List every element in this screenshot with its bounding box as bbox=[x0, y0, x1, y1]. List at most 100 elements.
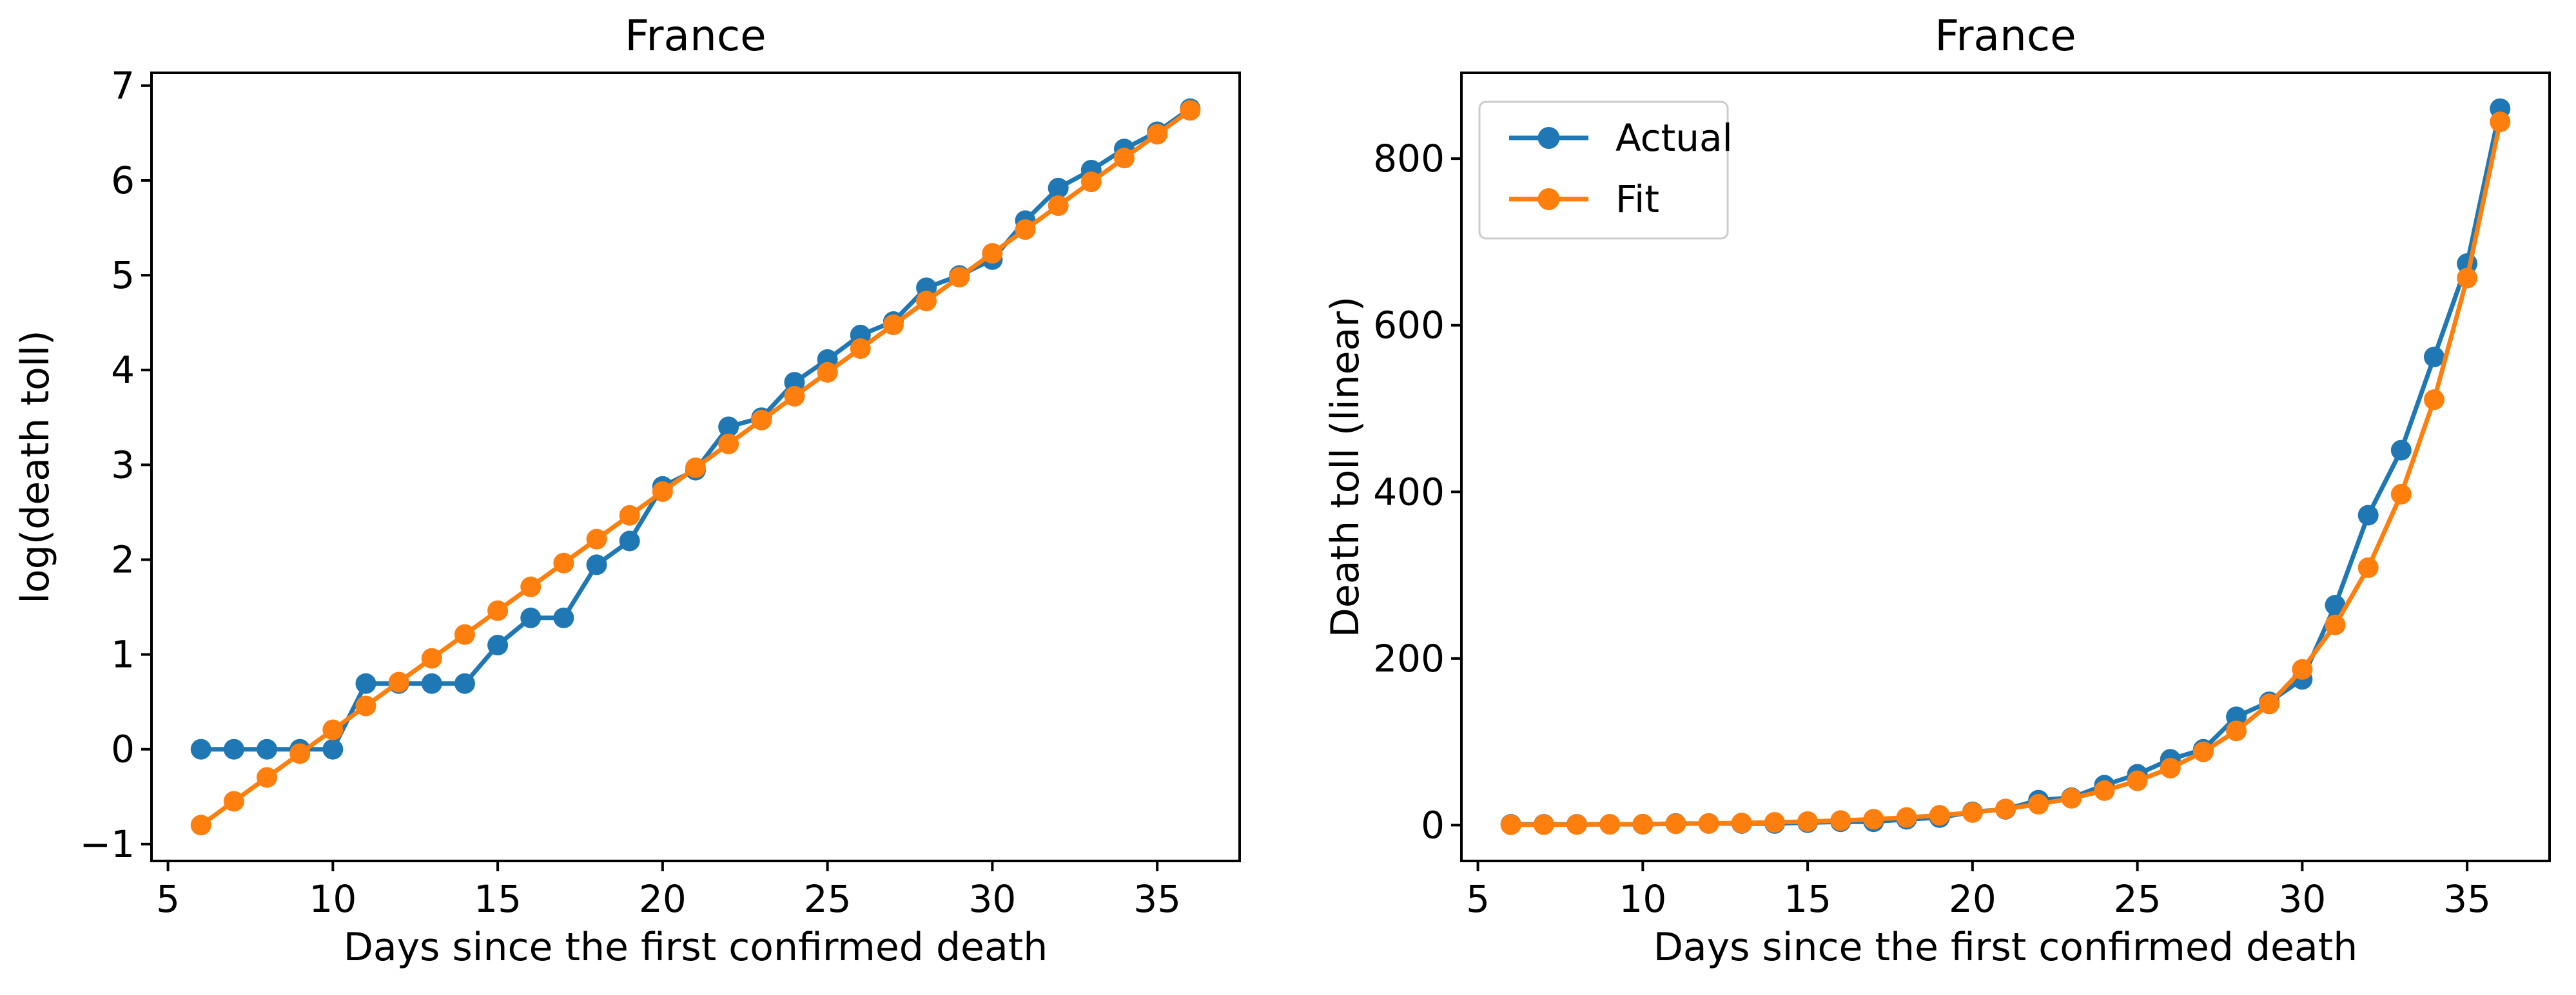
fit-marker bbox=[817, 362, 838, 383]
x-tick-label: 20 bbox=[1949, 877, 1996, 921]
legend-fit-marker-icon bbox=[1537, 188, 1560, 210]
actual-marker bbox=[619, 530, 640, 552]
fit-marker bbox=[2127, 770, 2148, 791]
fit-marker bbox=[355, 695, 376, 717]
fit-marker bbox=[553, 552, 574, 574]
fit-marker bbox=[1830, 810, 1851, 831]
x-tick-label: 25 bbox=[804, 877, 852, 921]
fit-marker bbox=[2390, 483, 2412, 505]
fit-marker bbox=[1015, 219, 1036, 240]
fit-marker bbox=[1147, 124, 1168, 145]
fit-marker bbox=[1048, 195, 1069, 217]
legend-actual-marker-icon bbox=[1537, 127, 1560, 149]
fit-marker bbox=[257, 767, 278, 788]
actual-marker bbox=[355, 673, 376, 694]
chart-title: France bbox=[625, 11, 766, 61]
fit-marker bbox=[487, 600, 509, 621]
x-tick-label: 15 bbox=[474, 877, 522, 921]
x-tick-label: 30 bbox=[2278, 877, 2326, 921]
fit-marker bbox=[1896, 807, 1917, 828]
y-tick-label: 0 bbox=[1421, 803, 1445, 847]
fit-marker bbox=[1500, 814, 1521, 835]
y-tick-label: 7 bbox=[111, 64, 135, 108]
fit-marker bbox=[454, 624, 475, 645]
fit-marker bbox=[322, 719, 344, 740]
fit-marker bbox=[1764, 812, 1785, 833]
x-tick-label: 35 bbox=[2443, 877, 2491, 921]
fit-marker bbox=[1533, 814, 1554, 835]
fit-marker bbox=[2061, 787, 2082, 809]
fit-marker bbox=[1995, 798, 2016, 820]
fit-marker bbox=[1599, 814, 1621, 835]
legend-label-actual: Actual bbox=[1615, 116, 1733, 160]
fit-marker bbox=[520, 576, 542, 597]
fit-marker bbox=[1731, 813, 1752, 834]
actual-marker bbox=[2390, 440, 2412, 461]
actual-marker bbox=[487, 635, 509, 656]
y-tick-label: 2 bbox=[111, 537, 135, 581]
fit-marker bbox=[223, 791, 244, 812]
fit-marker bbox=[2160, 757, 2181, 778]
y-tick-label: 6 bbox=[111, 159, 135, 202]
fit-marker bbox=[586, 528, 607, 550]
actual-marker bbox=[553, 607, 574, 628]
fit-marker bbox=[619, 505, 640, 526]
y-tick-label: 0 bbox=[111, 728, 135, 771]
x-tick-label: 25 bbox=[2114, 877, 2161, 921]
fit-marker bbox=[2226, 720, 2247, 742]
x-tick-label: 20 bbox=[639, 877, 687, 921]
actual-marker bbox=[2357, 505, 2379, 526]
fit-marker bbox=[751, 409, 772, 430]
fit-marker bbox=[916, 291, 937, 312]
fit-marker bbox=[2192, 741, 2214, 762]
fit-marker bbox=[1698, 813, 1719, 834]
x-tick-label: 10 bbox=[1619, 877, 1666, 921]
chart-linear: 5 10 15 20 25 30 35 0 200 400 600 800 France Days sin… bbox=[1323, 11, 2551, 970]
legend: Actual Fit bbox=[1478, 101, 1733, 240]
x-tick-label: 35 bbox=[1133, 877, 1181, 921]
actual-marker bbox=[421, 673, 442, 694]
y-tick-label: 800 bbox=[1373, 137, 1445, 180]
legend-label-fit: Fit bbox=[1615, 177, 1659, 221]
fit-marker bbox=[949, 267, 970, 288]
y-axis-label: Death toll (linear) bbox=[1323, 296, 1368, 638]
y-tick-label: 600 bbox=[1373, 304, 1445, 347]
chart-log: 5 10 15 20 25 30 35 −1 0 1 2 3 4 5 6 7 France Days since … bbox=[13, 11, 1241, 970]
y-axis-label: log(death toll) bbox=[13, 330, 58, 603]
fit-marker bbox=[784, 385, 805, 407]
x-tick-label: 5 bbox=[1466, 877, 1490, 921]
fit-marker bbox=[1180, 100, 1201, 121]
fit-marker bbox=[2325, 614, 2346, 635]
fit-marker bbox=[289, 743, 311, 764]
actual-marker bbox=[190, 739, 211, 760]
fit-marker bbox=[685, 457, 706, 478]
actual-series-line bbox=[200, 106, 1192, 752]
fit-marker bbox=[982, 243, 1003, 264]
fit-marker bbox=[850, 338, 871, 359]
plot-spine bbox=[150, 72, 1241, 862]
actual-marker bbox=[223, 739, 244, 760]
actual-marker bbox=[454, 673, 475, 694]
fit-marker bbox=[2094, 780, 2115, 801]
y-tick-label: 400 bbox=[1373, 470, 1445, 514]
fit-marker bbox=[652, 481, 673, 502]
fit-marker bbox=[1665, 813, 1686, 835]
y-tick-label: −1 bbox=[80, 822, 135, 866]
fit-marker bbox=[2490, 111, 2511, 133]
actual-marker bbox=[322, 739, 344, 760]
actual-marker bbox=[2423, 346, 2444, 367]
y-tick-label: 4 bbox=[111, 348, 135, 392]
fit-marker bbox=[883, 314, 904, 336]
fit-marker bbox=[1080, 171, 1102, 193]
x-tick-label: 15 bbox=[1784, 877, 1831, 921]
fit-marker bbox=[1797, 811, 1819, 832]
fit-marker bbox=[2292, 659, 2313, 680]
y-tick-label: 200 bbox=[1373, 637, 1445, 681]
chart-title: France bbox=[1935, 11, 2076, 61]
actual-marker bbox=[586, 554, 607, 575]
actual-marker bbox=[2325, 595, 2346, 616]
actual-marker bbox=[1048, 177, 1069, 198]
fit-marker bbox=[1962, 802, 1983, 823]
fit-marker bbox=[1113, 148, 1135, 169]
